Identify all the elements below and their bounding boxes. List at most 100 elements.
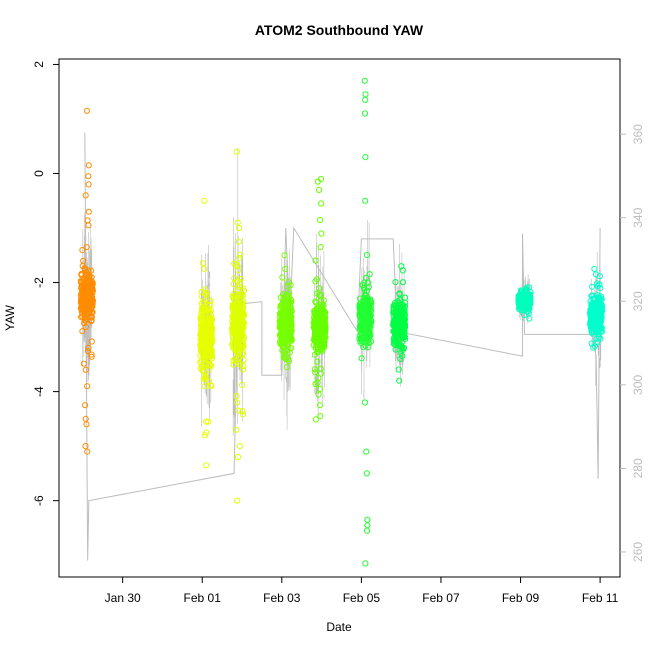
data-point — [366, 271, 373, 278]
data-point — [207, 297, 214, 305]
outlier-point — [235, 238, 242, 245]
data-point — [209, 355, 216, 362]
data-point — [277, 305, 284, 312]
outlier-point — [364, 522, 371, 529]
data-point — [84, 271, 91, 279]
data-point — [590, 344, 597, 351]
data-point — [86, 304, 93, 311]
data-point — [230, 294, 237, 301]
data-point — [594, 292, 601, 299]
y2-tick-label: 360 — [631, 124, 645, 144]
data-point — [201, 383, 208, 390]
data-point — [231, 338, 238, 345]
y2-tick-label: 260 — [631, 542, 645, 562]
data-point — [312, 416, 319, 423]
data-point — [590, 313, 598, 320]
data-point — [88, 338, 95, 345]
data-point — [366, 329, 373, 336]
trace-line — [84, 132, 601, 561]
data-point — [240, 343, 247, 350]
data-point — [592, 301, 599, 308]
y-axis: 2 0 -2 -4 -6 — [32, 61, 59, 506]
outlier-point — [317, 216, 324, 223]
outlier-point — [203, 429, 210, 436]
outlier-point — [201, 197, 208, 204]
data-point — [201, 324, 208, 331]
data-point — [286, 298, 293, 305]
data-point — [82, 317, 89, 324]
data-point — [590, 324, 597, 331]
outlier-point — [314, 178, 321, 185]
outlier-point — [82, 366, 89, 373]
outlier-point — [592, 271, 600, 278]
data-point — [314, 358, 321, 365]
data-point — [279, 329, 286, 336]
data-point — [203, 289, 210, 296]
data-point — [286, 289, 293, 296]
outlier-point — [84, 448, 91, 455]
data-point — [321, 337, 328, 345]
data-point — [398, 304, 405, 311]
data-point — [205, 418, 212, 425]
outlier-point — [315, 374, 322, 382]
data-point — [201, 286, 208, 293]
outlier-point — [283, 364, 290, 371]
data-point — [357, 309, 364, 317]
data-point — [312, 344, 319, 351]
data-point — [525, 292, 532, 299]
data-point — [316, 285, 323, 292]
data-point — [286, 349, 293, 356]
outlier-point — [363, 448, 370, 455]
x-tick-label: Feb 09 — [502, 591, 540, 605]
data-point — [239, 408, 246, 415]
outlier-point — [361, 77, 368, 84]
data-point — [238, 325, 245, 332]
x-axis: Jan 30 Feb 01 Feb 03 Feb 05 Feb 07 Feb 09 Feb … — [105, 577, 619, 605]
data-point — [284, 283, 291, 290]
data-point — [391, 341, 398, 348]
y2-tick-label: 320 — [631, 291, 645, 311]
outlier-point — [82, 402, 89, 409]
data-point — [392, 309, 399, 316]
data-point — [198, 307, 206, 314]
data-point — [229, 329, 236, 336]
data-point — [284, 321, 291, 328]
data-point — [320, 307, 327, 314]
data-point — [199, 260, 206, 267]
data-point — [80, 286, 88, 293]
data-point — [282, 314, 289, 321]
data-point — [79, 247, 86, 254]
data-point — [363, 274, 370, 281]
data-point — [198, 357, 205, 364]
outlier-point — [397, 355, 404, 362]
data-point — [89, 281, 96, 288]
data-point — [392, 330, 399, 337]
outlier-point — [362, 197, 369, 204]
data-point — [279, 291, 287, 298]
outlier-point — [236, 443, 243, 450]
outlier-point — [234, 399, 241, 406]
outlier-point — [234, 263, 241, 270]
data-point — [591, 320, 598, 327]
data-point — [230, 281, 237, 288]
data-point — [207, 382, 214, 389]
data-point — [361, 335, 368, 342]
data-point — [592, 304, 599, 311]
data-point — [230, 315, 237, 322]
data-point — [88, 317, 95, 324]
outlier-point — [591, 265, 598, 272]
data-point — [596, 273, 603, 280]
data-point — [87, 281, 94, 288]
y2-axis: 360 340 320 300 280 260 — [620, 124, 645, 562]
data-point — [237, 291, 244, 298]
data-point — [315, 332, 322, 340]
data-point — [360, 336, 367, 343]
data-point — [315, 391, 322, 398]
data-point — [206, 378, 213, 385]
data-point — [519, 307, 526, 314]
data-point — [84, 347, 92, 355]
data-point — [283, 338, 290, 345]
data-point — [235, 348, 243, 355]
x-tick-label: Jan 30 — [105, 591, 141, 605]
